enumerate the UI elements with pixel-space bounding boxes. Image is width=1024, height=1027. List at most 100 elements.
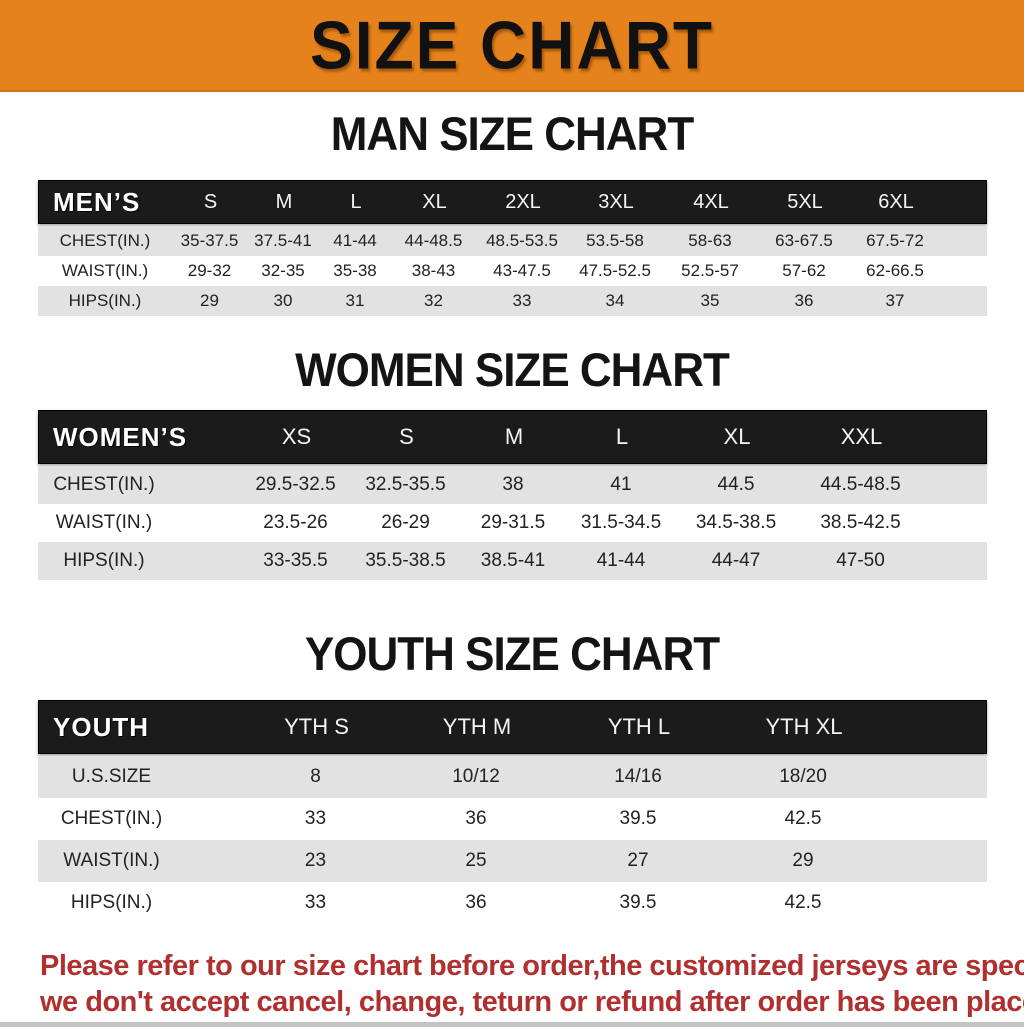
youth-table-header-row: YOUTH YTH S YTH M YTH L YTH XL xyxy=(38,700,987,754)
disclaimer-line-1: Please refer to our size chart before or… xyxy=(40,950,1024,982)
page-title: SIZE CHART xyxy=(310,6,714,84)
size-value: 30 xyxy=(273,291,293,310)
size-value: 39.5 xyxy=(619,892,657,913)
size-value: 43-47.5 xyxy=(493,261,551,280)
size-header-cell: M xyxy=(504,424,524,449)
size-value: 32 xyxy=(424,291,443,310)
size-value: 36 xyxy=(465,808,487,829)
measure-label: CHEST(IN.) xyxy=(53,474,155,495)
youth-hips-row: HIPS(IN.) 33 36 39.5 42.5 xyxy=(38,882,987,924)
women-section: WOMEN SIZE CHART WOMEN’S XS S M L XL XXL… xyxy=(0,344,1024,580)
size-value: 48.5-53.5 xyxy=(486,231,558,250)
size-value: 32.5-35.5 xyxy=(365,474,446,495)
size-value: 35.5-38.5 xyxy=(365,550,446,571)
men-section: MAN SIZE CHART MEN’S S M L XL 2XL 3XL 4X… xyxy=(0,108,1024,316)
measure-label: HIPS(IN.) xyxy=(70,892,153,913)
size-header-cell: M xyxy=(275,190,293,213)
size-value: 27 xyxy=(627,850,649,871)
size-value: 41-44 xyxy=(333,231,377,250)
size-value: 35 xyxy=(700,291,720,310)
size-header-cell: S xyxy=(203,190,218,213)
men-hips-row: HIPS(IN.) 29 30 31 32 33 34 35 36 37 xyxy=(38,286,987,316)
size-value: 38.5-42.5 xyxy=(820,512,901,533)
measure-label: U.S.SIZE xyxy=(71,766,152,787)
size-value: 41 xyxy=(610,474,632,495)
size-value: 44-48.5 xyxy=(404,231,463,250)
size-header-cell: YTH M xyxy=(442,714,512,739)
size-value: 62-66.5 xyxy=(866,261,924,280)
size-value: 10/12 xyxy=(452,766,500,787)
youth-waist-row: WAIST(IN.) 23 25 27 29 xyxy=(38,840,987,882)
size-value: 38.5-41 xyxy=(480,550,546,571)
size-value: 31 xyxy=(345,291,365,310)
size-value: 33 xyxy=(512,291,532,310)
size-header-cell: XL xyxy=(723,424,751,449)
disclaimer: Please refer to our size chart before or… xyxy=(40,948,1024,1020)
size-value: 32-35 xyxy=(261,261,305,280)
size-value: 26-29 xyxy=(381,512,430,533)
size-value: 14/16 xyxy=(614,766,662,787)
youth-chest-row: CHEST(IN.) 33 36 39.5 42.5 xyxy=(38,798,987,840)
size-value: 57-62 xyxy=(782,261,826,280)
measure-label: WAIST(IN.) xyxy=(61,261,149,280)
women-chest-row: CHEST(IN.) 29.5-32.5 32.5-35.5 38 41 44.… xyxy=(38,466,987,504)
size-value: 53.5-58 xyxy=(586,231,644,250)
size-value: 52.5-57 xyxy=(681,261,739,280)
women-size-table: WOMEN’S XS S M L XL XXL CHEST(IN.) 29.5-… xyxy=(38,410,987,580)
women-waist-row: WAIST(IN.) 23.5-26 26-29 29-31.5 31.5-34… xyxy=(38,504,987,542)
measure-label: CHEST(IN.) xyxy=(60,808,163,829)
size-value: 29.5-32.5 xyxy=(255,474,336,495)
size-value: 63-67.5 xyxy=(775,231,833,250)
size-value: 42.5 xyxy=(784,808,822,829)
size-header-cell: 5XL xyxy=(787,190,823,213)
size-header-cell: YTH L xyxy=(607,714,671,739)
banner: SIZE CHART xyxy=(0,0,1024,92)
size-header-cell: 4XL xyxy=(693,190,729,213)
size-value: 37 xyxy=(885,291,905,310)
size-value: 34.5-38.5 xyxy=(695,512,777,533)
size-value: 31.5-34.5 xyxy=(580,512,662,533)
youth-section: YOUTH SIZE CHART YOUTH YTH S YTH M YTH L… xyxy=(0,631,1024,924)
size-value: 23 xyxy=(304,850,327,871)
measure-label: WAIST(IN.) xyxy=(55,512,153,533)
size-value: 36 xyxy=(465,892,487,913)
size-header-cell: YTH XL xyxy=(765,714,843,739)
men-table-title-cell: MEN’S xyxy=(53,186,141,217)
size-value: 33 xyxy=(304,808,327,829)
youth-table-title-cell: YOUTH xyxy=(53,711,149,742)
size-value: 58-63 xyxy=(688,231,732,250)
size-value: 47.5-52.5 xyxy=(579,261,651,280)
size-header-cell: YTH S xyxy=(284,714,349,739)
measure-label: HIPS(IN.) xyxy=(63,550,145,571)
size-value: 18/20 xyxy=(779,766,827,787)
size-value: 25 xyxy=(465,850,487,871)
size-value: 44.5 xyxy=(717,474,755,495)
size-value: 37.5-41 xyxy=(254,231,312,250)
size-header-cell: S xyxy=(399,424,414,449)
youth-ussize-row: U.S.SIZE 8 10/12 14/16 18/20 xyxy=(38,756,987,798)
size-value: 38-43 xyxy=(411,261,456,280)
size-header-cell: XL xyxy=(422,190,447,213)
size-value: 29-32 xyxy=(187,261,232,280)
men-size-table: MEN’S S M L XL 2XL 3XL 4XL 5XL 6XL CHEST… xyxy=(38,180,987,316)
size-value: 36 xyxy=(794,291,814,310)
measure-label: WAIST(IN.) xyxy=(63,850,160,871)
size-value: 33-35.5 xyxy=(263,550,328,571)
size-value: 35-37.5 xyxy=(180,231,239,250)
size-header-cell: 2XL xyxy=(505,190,541,213)
women-section-heading: WOMEN SIZE CHART xyxy=(295,344,730,397)
size-value: 34 xyxy=(605,291,625,310)
size-value: 8 xyxy=(310,766,321,787)
size-value: 38 xyxy=(502,474,524,495)
size-value: 29 xyxy=(200,291,219,310)
size-value: 29 xyxy=(792,850,814,871)
size-value: 39.5 xyxy=(619,808,657,829)
size-value: 44.5-48.5 xyxy=(820,474,901,495)
men-table-header-row: MEN’S S M L XL 2XL 3XL 4XL 5XL 6XL xyxy=(38,180,987,224)
size-value: 33 xyxy=(304,892,327,913)
size-header-cell: XS xyxy=(281,424,312,449)
men-section-heading: MAN SIZE CHART xyxy=(330,108,694,161)
size-value: 67.5-72 xyxy=(866,231,924,250)
bottom-edge-strip xyxy=(0,1022,1024,1027)
